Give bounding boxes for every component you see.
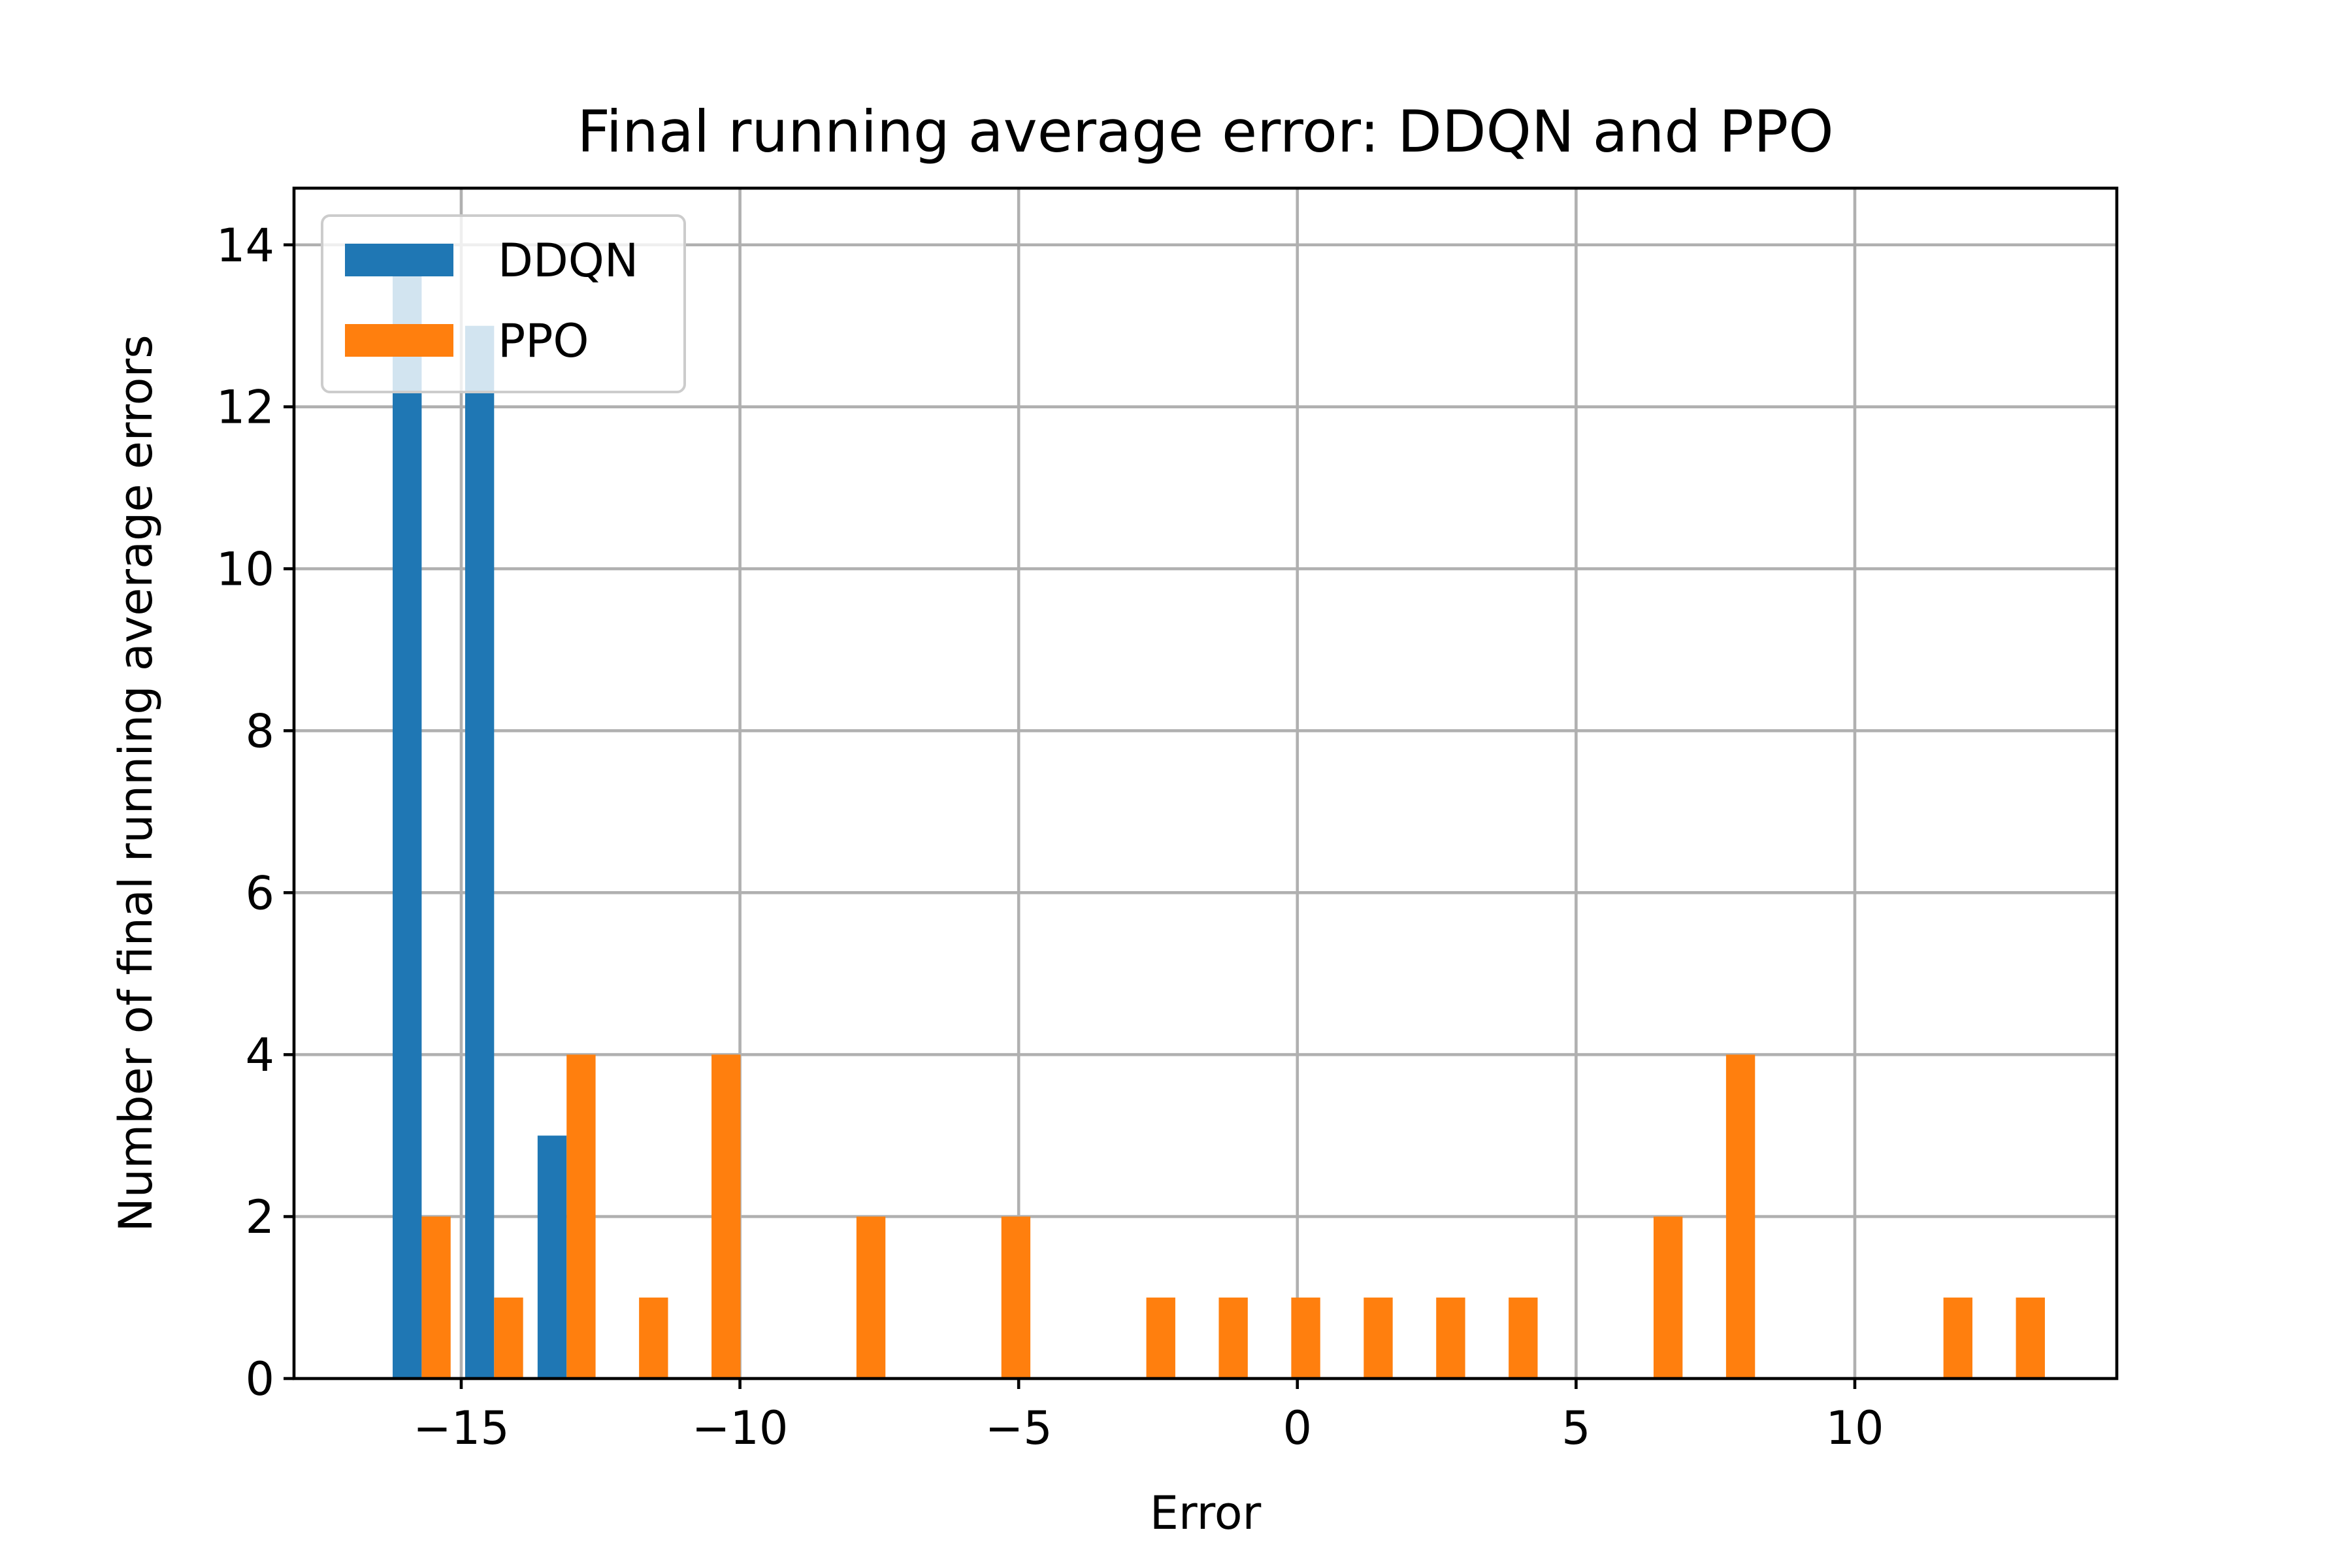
bar-ppo — [1364, 1298, 1393, 1379]
bars — [393, 244, 2045, 1379]
bar-ppo — [856, 1217, 886, 1379]
bar-ppo — [639, 1298, 668, 1379]
y-tick-label: 8 — [245, 704, 274, 758]
y-tick-label: 0 — [245, 1352, 274, 1406]
x-tick-label: −5 — [985, 1401, 1053, 1455]
bar-ppo — [566, 1054, 596, 1379]
bar-ppo — [1436, 1298, 1465, 1379]
bar-ppo — [1001, 1217, 1031, 1379]
bar-ppo — [1943, 1298, 1973, 1379]
bar-ppo — [711, 1054, 741, 1379]
x-tick-label: 10 — [1825, 1401, 1884, 1455]
x-tick-label: −10 — [692, 1401, 789, 1455]
y-tick-label: 2 — [245, 1190, 274, 1244]
legend-label-ddqn: DDQN — [498, 234, 638, 287]
bar-ppo — [1291, 1298, 1320, 1379]
grid — [294, 188, 2117, 1380]
legend-label-ppo: PPO — [498, 314, 589, 368]
bar-ppo — [2016, 1298, 2045, 1379]
bar-ppo — [1146, 1298, 1175, 1379]
bar-ppo — [1509, 1298, 1538, 1379]
legend-swatch-ddqn — [345, 244, 453, 276]
y-tick-label: 4 — [245, 1028, 274, 1082]
bar-ppo — [421, 1217, 451, 1379]
x-tick-label: 0 — [1283, 1401, 1313, 1455]
bar-ddqn — [465, 325, 495, 1379]
x-tick-label: −15 — [413, 1401, 510, 1455]
y-tick-label: 10 — [216, 543, 274, 596]
bar-ppo — [1725, 1054, 1756, 1379]
axis-ticks: −15 −10 −5 0 5 10 0 2 4 6 8 10 12 14 — [216, 219, 1884, 1455]
bar-ddqn — [537, 1135, 567, 1379]
y-axis-label: Number of final running average errors — [109, 335, 163, 1232]
x-axis-label: Error — [1150, 1486, 1262, 1540]
plot-frame — [292, 186, 2119, 1380]
bar-ppo — [494, 1298, 523, 1379]
x-tick-label: 5 — [1561, 1401, 1591, 1455]
bar-ppo — [1653, 1217, 1683, 1379]
bar-ppo — [1218, 1298, 1248, 1379]
bar-ddqn — [393, 244, 422, 1379]
chart-title: Final running average error: DDQN and PP… — [577, 98, 1833, 165]
y-tick-label: 12 — [216, 381, 274, 434]
y-tick-label: 14 — [216, 219, 274, 272]
legend-swatch-ppo — [345, 324, 453, 357]
y-tick-label: 6 — [245, 866, 274, 920]
legend: DDQN PPO — [321, 214, 686, 393]
